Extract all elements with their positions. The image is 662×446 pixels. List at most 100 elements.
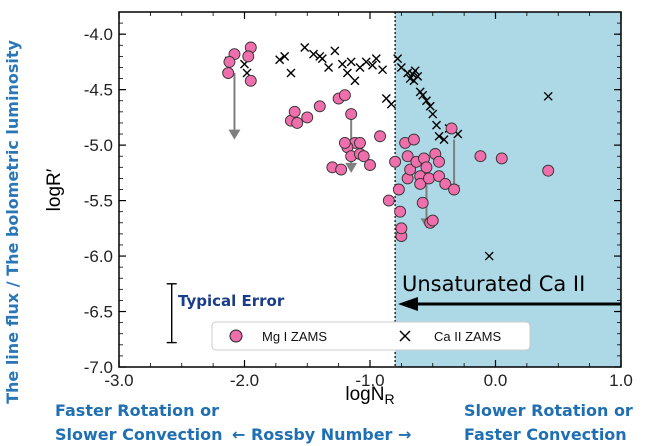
legend-ca-marker: [399, 330, 411, 342]
mg-i-point: [288, 105, 301, 118]
ca-ii-point: [309, 49, 319, 59]
ca-ii-point: [300, 43, 310, 52]
ca-ii-point: [286, 68, 296, 78]
mg-i-point: [407, 133, 420, 146]
x-axis-title-sub: R: [384, 391, 394, 407]
y-tick-label: -4.0: [84, 25, 113, 44]
mg-i-point: [416, 196, 429, 209]
y-tick-label: -5.5: [84, 192, 113, 211]
faster-rotation-line1: Faster Rotation or: [55, 401, 219, 420]
mg-i-series: [222, 41, 555, 243]
legend-mg-marker: [229, 329, 243, 343]
x-tick-label: -3.0: [104, 371, 133, 390]
mg-i-point: [439, 178, 452, 190]
mg-i-point: [345, 108, 358, 121]
legend-mg-label: Mg I ZAMS: [262, 329, 327, 344]
y-tick-label: -4.5: [84, 81, 113, 100]
ca-ii-point: [275, 55, 285, 65]
mg-i-point: [495, 152, 508, 165]
unsaturated-arrow: [398, 297, 621, 311]
x-tick-label: 1.0: [609, 371, 633, 390]
mg-i-point: [394, 205, 407, 218]
ca-ii-series: [224, 43, 553, 261]
ca-ii-point: [368, 60, 378, 70]
mg-i-point: [448, 183, 461, 196]
slower-rotation-line2: Faster Convection: [464, 425, 627, 444]
slower-rotation-line1: Slower Rotation or: [464, 401, 633, 420]
mg-i-point: [423, 172, 435, 185]
ca-ii-point: [280, 51, 290, 61]
mg-i-point: [374, 130, 386, 143]
typical-error-label: Typical Error: [178, 292, 285, 310]
mg-i-point: [338, 136, 351, 149]
ca-ii-point: [393, 54, 403, 64]
ca-ii-point: [346, 57, 356, 67]
mg-i-point: [291, 116, 304, 129]
y-axis-title: logR′: [44, 168, 65, 211]
x-tick-label: -2.0: [230, 371, 259, 390]
mg-i-point: [338, 89, 351, 102]
mg-i-point: [244, 74, 257, 87]
ca-ii-point: [425, 101, 435, 111]
ca-ii-point: [317, 54, 327, 64]
mg-i-point: [242, 50, 255, 63]
mg-i-point: [364, 159, 376, 172]
y-tick-label: -6.0: [84, 247, 113, 266]
ca-ii-point: [413, 71, 423, 81]
mg-i-point: [395, 222, 408, 235]
y-tick-label: -7.0: [84, 358, 113, 377]
mg-i-point: [426, 214, 439, 227]
legend: Mg I ZAMS Ca II ZAMS: [211, 321, 531, 351]
ca-ii-point: [428, 109, 438, 119]
mg-i-point: [382, 194, 395, 207]
mg-i-point: [542, 164, 555, 177]
mg-i-point: [313, 100, 326, 113]
mg-i-point: [223, 55, 236, 68]
ca-ii-point: [324, 62, 334, 72]
x-tick-label: -1.0: [355, 371, 384, 390]
ca-ii-point: [361, 57, 371, 67]
plot-area: -3.0 -2.0 -1.0 0.0 1.0 -4.0 -4.5 -5.0 -5.5 -6.0 -6…: [84, 11, 633, 390]
mg-i-point: [357, 150, 370, 163]
typical-error-bar: [166, 283, 177, 344]
mg-i-point: [433, 170, 445, 183]
mg-i-point: [404, 163, 417, 176]
mg-i-point: [354, 136, 366, 149]
ca-ii-point: [337, 59, 347, 69]
ca-ii-point: [434, 131, 444, 141]
ca-ii-point: [350, 76, 360, 86]
unsaturated-region: [395, 12, 621, 367]
y-tick-label: -6.5: [84, 303, 113, 322]
ca-ii-point: [418, 90, 428, 100]
ca-ii-point: [342, 68, 352, 78]
unsaturated-label: Unsaturated Ca II: [402, 272, 585, 296]
mg-i-point: [392, 183, 405, 196]
legend-ca-label: Ca II ZAMS: [434, 329, 502, 344]
ca-ii-point: [371, 54, 381, 64]
mg-i-point: [414, 178, 427, 190]
faster-rotation-line2: Slower Convection: [55, 425, 223, 444]
plot-frame: [118, 11, 622, 368]
ca-ii-point: [386, 99, 396, 109]
ca-ii-point: [421, 96, 431, 106]
x-axis-title-main: logN: [345, 384, 384, 405]
ca-ii-point: [439, 135, 449, 145]
mg-i-point: [433, 155, 445, 168]
mg-i-point: [474, 150, 487, 163]
ca-ii-point: [484, 251, 494, 261]
upper-limit-arrow-head: [228, 129, 241, 140]
ca-ii-point: [410, 66, 420, 76]
legend-box: [211, 321, 531, 351]
y-tick-label: -5.0: [84, 136, 113, 155]
side-axis-label: The line flux / The bolometric luminosit…: [3, 40, 22, 404]
mg-i-point: [420, 161, 433, 174]
upper-limit-arrow-head: [345, 162, 358, 173]
ca-ii-point: [543, 91, 553, 101]
ca-ii-point: [432, 120, 442, 130]
mg-i-point: [301, 111, 314, 124]
ca-ii-point: [330, 46, 340, 56]
mg-i-point: [389, 155, 402, 168]
x-tick-label: 0.0: [484, 371, 508, 390]
rossby-number-label: ← Rossby Number →: [232, 425, 411, 444]
